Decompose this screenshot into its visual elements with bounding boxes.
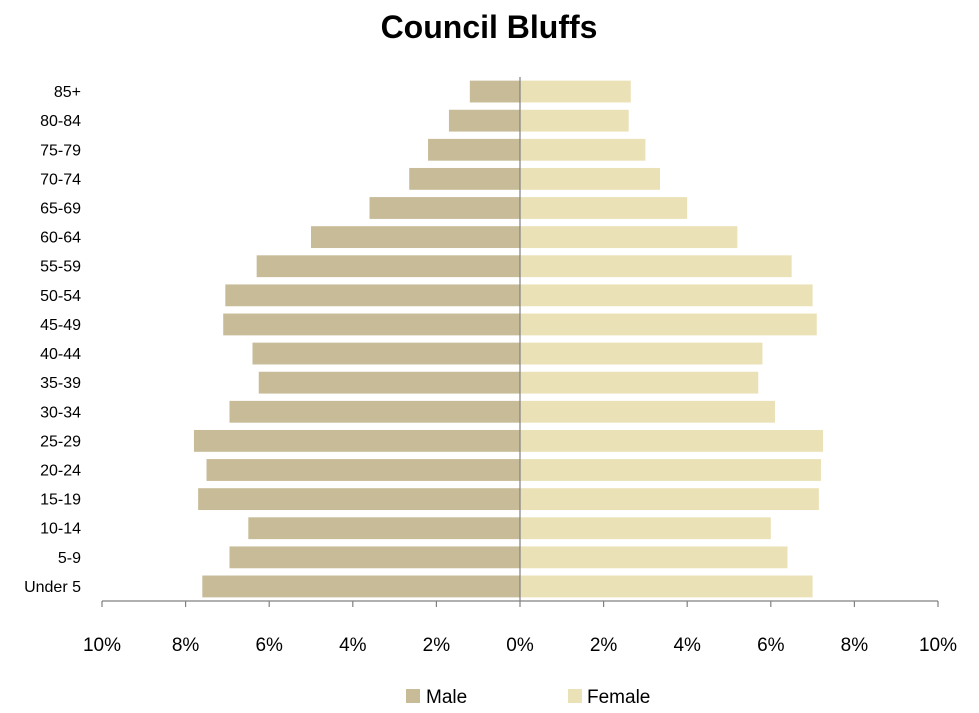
bar-male-40-44 (252, 342, 521, 365)
y-tick-labels: 85+ 80-84 75-79 70-74 65-69 60-64 55-59 50-54 45… (24, 84, 81, 596)
bar-female-35-39 (520, 371, 759, 394)
bar-female-30-34 (520, 400, 775, 423)
bar-male-80-84 (448, 109, 520, 132)
bar-female-60-64 (520, 226, 738, 249)
bar-male-75-79 (428, 138, 520, 161)
y-tick-label: 15-19 (40, 492, 81, 509)
x-tick-labels: 10% 8% 6% 4% 2% 0% 2% 4% 6% 8% 10% (83, 635, 957, 656)
chart-title: Council Bluffs (381, 9, 598, 45)
x-tick-label: 6% (757, 635, 785, 656)
bar-male-50-54 (225, 284, 520, 307)
bar-female-70-74 (520, 167, 661, 190)
bar-male-under-5 (202, 575, 520, 598)
bar-female-80-84 (520, 109, 629, 132)
y-tick-label: 20-24 (40, 463, 81, 480)
y-tick-label: 70-74 (40, 171, 81, 188)
y-tick-label: 75-79 (40, 142, 81, 159)
bar-female-65-69 (520, 197, 688, 219)
bar-male-5-9 (229, 546, 521, 569)
bar-male-45-49 (223, 313, 520, 336)
y-tick-label: 50-54 (40, 288, 81, 305)
bar-female-45-49 (520, 313, 817, 336)
y-tick-label: Under 5 (24, 579, 81, 596)
y-tick-label: 45-49 (40, 317, 81, 334)
bar-female-25-29 (520, 429, 824, 452)
legend-swatch-female (568, 689, 582, 703)
bar-female-75-79 (520, 138, 646, 161)
bar-male-10-14 (248, 517, 521, 540)
y-tick-label: 35-39 (40, 375, 81, 392)
y-tick-label: 65-69 (40, 201, 81, 218)
x-tick-label: 4% (339, 635, 367, 656)
bar-male-60-64 (311, 226, 520, 249)
bar-female-15-19 (520, 488, 819, 511)
bar-male-55-59 (256, 255, 520, 278)
legend-label-female: Female (587, 687, 650, 708)
bar-male-35-39 (258, 371, 520, 394)
bar-female-5-9 (520, 546, 788, 569)
bar-male-85plus (469, 80, 520, 103)
bar-female-under-5 (520, 575, 813, 598)
bar-female-40-44 (520, 342, 763, 365)
x-tick-label: 4% (673, 635, 701, 656)
y-tick-label: 10-14 (40, 521, 81, 538)
legend-label-male: Male (426, 687, 467, 708)
x-tick-label: 0% (506, 635, 534, 656)
bar-female-55-59 (520, 255, 792, 278)
y-tick-label: 85+ (54, 84, 81, 101)
bar-male-70-74 (409, 167, 520, 190)
bar-female-50-54 (520, 284, 813, 307)
bar-male-15-19 (198, 488, 520, 511)
legend: Male Female (406, 687, 650, 708)
x-tick-label: 10% (83, 635, 121, 656)
x-tick-label: 2% (590, 635, 618, 656)
bars-layer (193, 80, 824, 598)
bar-female-85plus (520, 80, 631, 103)
x-tick-label: 2% (423, 635, 451, 656)
bar-male-25-29 (193, 429, 520, 452)
y-tick-label: 80-84 (40, 113, 81, 130)
bar-male-20-24 (206, 459, 520, 481)
y-tick-label: 5-9 (58, 550, 81, 567)
axis-layer (101, 77, 939, 607)
y-tick-label: 60-64 (40, 230, 81, 247)
y-tick-label: 55-59 (40, 259, 81, 276)
x-tick-label: 8% (172, 635, 200, 656)
x-tick-label: 10% (919, 635, 957, 656)
bar-female-10-14 (520, 517, 771, 540)
bar-male-65-69 (369, 197, 520, 219)
x-tick-label: 8% (841, 635, 869, 656)
x-tick-label: 6% (255, 635, 283, 656)
legend-swatch-male (406, 689, 420, 703)
bar-female-20-24 (520, 459, 821, 481)
y-tick-label: 30-34 (40, 404, 81, 421)
y-tick-label: 40-44 (40, 346, 81, 363)
y-tick-label: 25-29 (40, 433, 81, 450)
bar-male-30-34 (229, 400, 521, 423)
